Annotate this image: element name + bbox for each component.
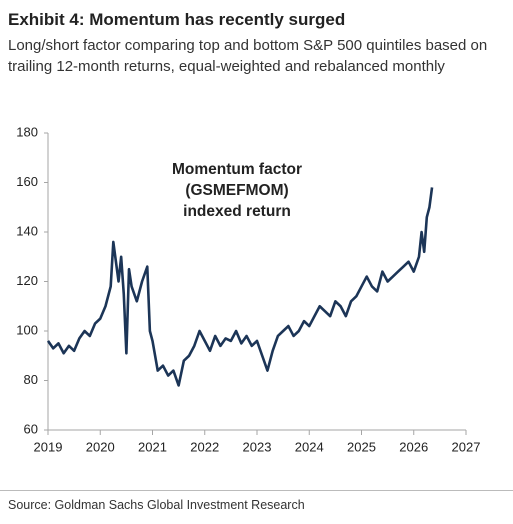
chart-title: Exhibit 4: Momentum has recently surged [8, 10, 346, 29]
x-tick-label: 2026 [399, 439, 428, 454]
y-tick-label: 60 [24, 421, 38, 436]
x-tick-label: 2023 [243, 439, 272, 454]
x-tick-label: 2019 [34, 439, 63, 454]
source: Source: Goldman Sachs Global Investment … [8, 498, 305, 512]
x-tick-label: 2020 [86, 439, 115, 454]
annotation: (GSMEFMOM) [185, 182, 288, 199]
chart: 60 80 100 120 140 160 180 2019 2020 2021 2022 2023 2… [16, 124, 481, 454]
x-tick-label: 2021 [138, 439, 167, 454]
y-tick-label: 160 [16, 174, 38, 189]
y-tick-label: 100 [16, 322, 38, 337]
chart-subtitle: Long/short factor comparing top and bott… [8, 37, 488, 75]
x-tick-label: 2027 [452, 439, 481, 454]
x-tick-label: 2022 [190, 439, 219, 454]
annotation: indexed return [183, 203, 291, 220]
y-tick-label: 120 [16, 273, 38, 288]
annotation: Momentum factor [172, 161, 302, 178]
line [46, 187, 434, 387]
y-tick-label: 80 [24, 372, 38, 387]
y-tick-label: 140 [16, 223, 38, 238]
x-tick-label: 2025 [347, 439, 376, 454]
y-tick-label: 180 [16, 124, 38, 139]
x-tick-label: 2024 [295, 439, 324, 454]
separator [0, 490, 513, 491]
